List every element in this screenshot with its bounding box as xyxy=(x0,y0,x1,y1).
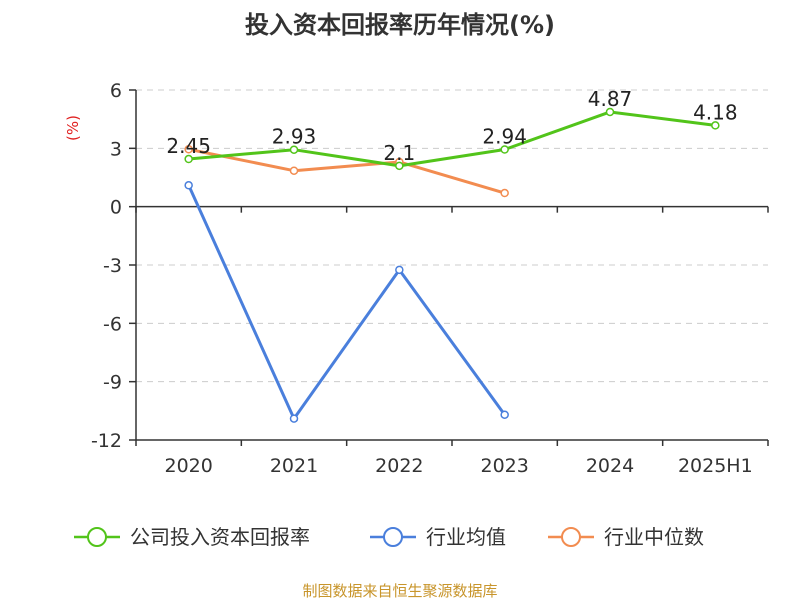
data-point xyxy=(289,166,299,175)
y-tick-label: 6 xyxy=(110,80,122,102)
y-tick-label: -3 xyxy=(103,255,122,277)
series-line xyxy=(188,110,716,168)
data-point xyxy=(395,265,404,275)
legend-label: 公司投入资本回报率 xyxy=(130,525,310,549)
chart-title: 投入资本回报率历年情况(%) xyxy=(245,11,555,39)
legend-marker xyxy=(561,527,581,547)
y-tick-label: -6 xyxy=(103,313,122,335)
data-point xyxy=(500,188,509,198)
data-point xyxy=(184,154,193,164)
series-group xyxy=(184,107,720,423)
x-tick-label: 2023 xyxy=(480,455,528,477)
legend-marker xyxy=(383,527,403,547)
legend: 公司投入资本回报率 行业均值 行业中位数 xyxy=(74,525,704,549)
x-tick-label: 2024 xyxy=(586,455,634,477)
data-label: 4.18 xyxy=(693,100,738,124)
data-point xyxy=(184,181,193,190)
data-label: 2.94 xyxy=(482,125,527,149)
data-point xyxy=(184,145,193,154)
legend-marker xyxy=(87,527,107,547)
data-label: 2.1 xyxy=(383,141,415,165)
data-label: 2.45 xyxy=(166,134,211,158)
data-label: 2.93 xyxy=(272,125,317,149)
axes: 6 3 0 -3 -6 -9 -12 2020 2021 2022 2023 2024 2025H1 xyxy=(91,80,769,477)
series-line xyxy=(187,184,506,421)
x-tick-label: 2021 xyxy=(270,455,318,477)
legend-item: 行业中位数 xyxy=(548,525,704,549)
data-labels: 2.45 2.93 2.1 2.94 4.87 4.18 xyxy=(166,87,737,165)
series-line xyxy=(188,147,506,195)
legend-item: 行业均值 xyxy=(370,525,506,549)
source-note: 制图数据来自恒生聚源数据库 xyxy=(302,582,497,600)
data-point xyxy=(500,410,509,419)
data-point xyxy=(500,145,509,154)
y-tick-label: 0 xyxy=(110,197,122,219)
legend-label: 行业中位数 xyxy=(604,525,704,549)
data-point xyxy=(605,107,615,117)
y-tick-label: -12 xyxy=(91,430,122,452)
legend-item: 公司投入资本回报率 xyxy=(74,525,310,549)
x-tick-label: 2020 xyxy=(164,455,212,477)
data-point xyxy=(289,414,299,423)
legend-label: 行业均值 xyxy=(426,525,506,549)
x-tick-label: 2025H1 xyxy=(678,455,753,477)
grid xyxy=(136,89,768,441)
data-label: 4.87 xyxy=(588,87,633,111)
y-tick-label: 3 xyxy=(110,138,122,160)
data-point xyxy=(395,161,404,171)
y-axis-label: (%) xyxy=(64,115,82,141)
data-point xyxy=(711,121,720,130)
data-point xyxy=(289,145,299,154)
x-tick-label: 2022 xyxy=(375,455,423,477)
y-tick-label: -9 xyxy=(103,372,122,394)
